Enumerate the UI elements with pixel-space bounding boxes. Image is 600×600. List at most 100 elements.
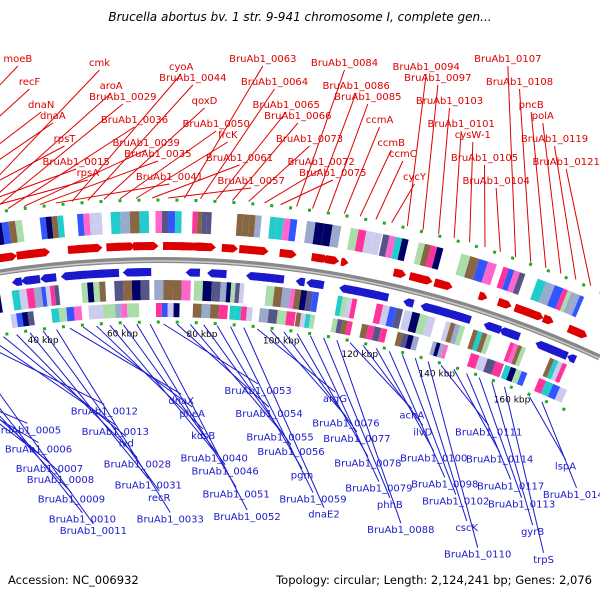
- gene-label: ivd: [119, 439, 134, 450]
- leader-line: [0, 122, 54, 160]
- block-segment: [225, 282, 232, 303]
- gene-arrow: [170, 242, 190, 251]
- scale-label-5: 120 kbp: [341, 350, 378, 360]
- gene-arrow: [124, 268, 147, 277]
- feature-block: [466, 352, 505, 378]
- feature-block: [225, 282, 245, 304]
- leader-line: [0, 393, 94, 525]
- leader-line: [0, 69, 100, 176]
- block-segment: [365, 325, 375, 341]
- inner-track-ticks: [0, 320, 574, 415]
- feature-block: [559, 290, 585, 318]
- block-segment: [429, 341, 437, 356]
- leader-line: [264, 168, 322, 204]
- gene-label: BruAb1_0079: [345, 484, 412, 495]
- gene-arrow: [279, 248, 297, 259]
- gene-label: BruAb1_0121: [533, 157, 600, 168]
- feature-block: [304, 220, 342, 248]
- block-segment: [507, 270, 520, 293]
- block-segment: [419, 243, 432, 267]
- gene-label: pncB: [519, 100, 544, 111]
- block-segment: [99, 281, 107, 302]
- gene-arrow: [540, 342, 549, 352]
- block-segment: [407, 311, 421, 334]
- block-segment: [155, 211, 163, 234]
- block-segment: [516, 371, 528, 387]
- leader-line: [478, 377, 523, 498]
- gene-label: BruAb1_0110: [444, 550, 511, 561]
- gene-label: BruAb1_0102: [422, 497, 489, 508]
- feature-block: [330, 318, 353, 336]
- leader-line: [427, 361, 479, 548]
- gene-label: BruAb1_0039: [113, 138, 180, 149]
- feature-block: [347, 227, 383, 256]
- gene-label: BruAb1_0011: [60, 526, 127, 537]
- reverse-strand-genes: [12, 268, 578, 364]
- block-segment: [161, 211, 169, 234]
- block-segment: [0, 294, 3, 313]
- leader-line: [0, 111, 42, 145]
- leader-line: [391, 183, 415, 223]
- block-segment: [73, 306, 83, 321]
- leader-line: [0, 92, 112, 193]
- topology-summary: Topology: circular; Length: 2,124,241 bp…: [276, 573, 592, 587]
- gene-label: pgm: [291, 471, 313, 482]
- block-segment: [310, 291, 320, 313]
- block-segment: [467, 329, 479, 350]
- block-segment: [449, 323, 461, 345]
- leader-line: [103, 107, 205, 200]
- leader-line: [343, 126, 380, 214]
- leader-line: [495, 187, 501, 252]
- gene-label: BruAb1_0015: [43, 157, 110, 168]
- block-segment: [340, 319, 348, 335]
- gene-arrow: [433, 278, 453, 291]
- feature-block: [40, 285, 61, 307]
- gene-label: acnA: [399, 411, 424, 422]
- gene-arrow: [16, 250, 34, 260]
- leader-line: [0, 145, 65, 181]
- gene-arrow: [544, 344, 568, 360]
- block-segment: [515, 346, 527, 367]
- block-segment: [174, 211, 182, 234]
- gene-arrow: [21, 275, 37, 285]
- block-segment: [466, 352, 480, 369]
- block-segment: [93, 281, 101, 303]
- gene-label: BruAb1_0005: [0, 425, 61, 436]
- gene-label: BruAb1_0040: [181, 453, 248, 464]
- gene-label: BruAb1_0100: [400, 453, 467, 464]
- block-segment: [201, 211, 208, 234]
- leader-line: [401, 354, 457, 495]
- leader-line: [323, 337, 391, 499]
- gene-label: BruAb1_0086: [323, 81, 390, 92]
- gene-label: BruAb1_0059: [279, 495, 346, 506]
- block-segment: [436, 343, 445, 358]
- leader-line: [96, 325, 204, 430]
- leader-line: [529, 396, 566, 460]
- feature-block: [542, 357, 567, 384]
- gene-label: BruAb1_0055: [246, 432, 313, 443]
- block-segment: [422, 315, 436, 338]
- block-segment: [384, 235, 396, 259]
- leader-line: [119, 130, 217, 200]
- block-segment: [139, 211, 149, 234]
- leader-line: [216, 111, 287, 200]
- leader-line: [453, 130, 462, 239]
- gene-label: dnaN: [28, 100, 54, 111]
- leader-line: [283, 331, 358, 433]
- block-segment: [378, 234, 390, 257]
- gene-label: cmk: [89, 58, 110, 69]
- reverse-gene-labels: BruAb1_0005BruAb1_0006BruAb1_0007BruAb1_…: [0, 323, 600, 566]
- leader-line: [183, 65, 264, 199]
- forward-strand-genes: [0, 242, 588, 339]
- gene-label: BruAb1_0052: [213, 512, 280, 523]
- block-segment: [167, 303, 174, 318]
- feature-block: [533, 377, 568, 403]
- leader-line: [0, 408, 83, 514]
- gene-label: BruAb1_0029: [89, 92, 156, 103]
- leader-line: [296, 69, 345, 207]
- feature-block: [154, 280, 191, 301]
- gene-label: BruAb1_0103: [416, 96, 483, 107]
- block-segment: [193, 280, 204, 301]
- feature-block: [10, 311, 35, 329]
- gene-arrow: [79, 270, 96, 279]
